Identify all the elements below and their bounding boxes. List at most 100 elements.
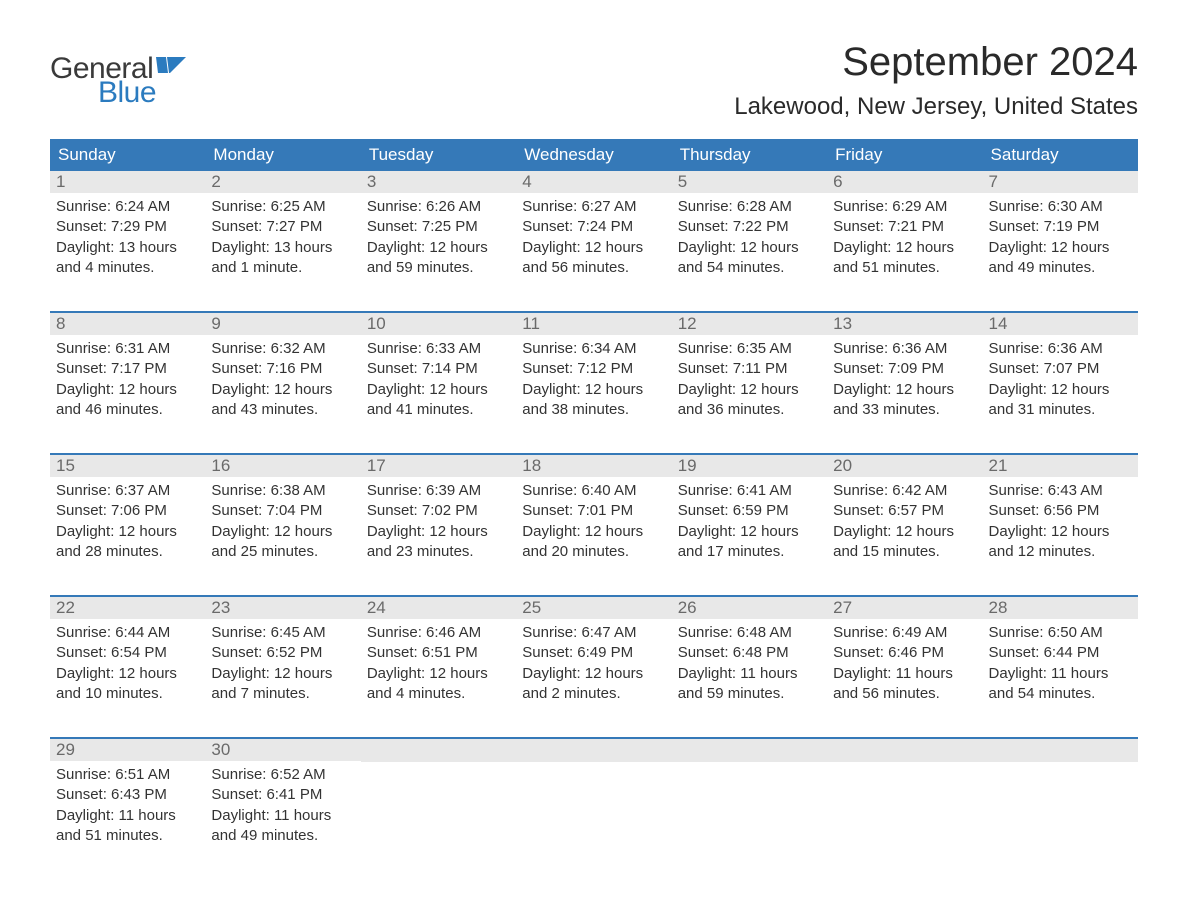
day-line-d1: Daylight: 13 hours xyxy=(211,238,354,258)
day-content: Sunrise: 6:52 AMSunset: 6:41 PMDaylight:… xyxy=(205,761,360,846)
day-content: Sunrise: 6:32 AMSunset: 7:16 PMDaylight:… xyxy=(205,335,360,420)
day-line-d1: Daylight: 12 hours xyxy=(989,380,1132,400)
day-cell: 17Sunrise: 6:39 AMSunset: 7:02 PMDayligh… xyxy=(361,455,516,577)
day-line-sr: Sunrise: 6:51 AM xyxy=(56,765,199,785)
day-cell xyxy=(827,739,982,861)
day-content: Sunrise: 6:40 AMSunset: 7:01 PMDaylight:… xyxy=(516,477,671,562)
day-line-d1: Daylight: 12 hours xyxy=(678,522,821,542)
day-content: Sunrise: 6:47 AMSunset: 6:49 PMDaylight:… xyxy=(516,619,671,704)
day-cell: 8Sunrise: 6:31 AMSunset: 7:17 PMDaylight… xyxy=(50,313,205,435)
day-content: Sunrise: 6:39 AMSunset: 7:02 PMDaylight:… xyxy=(361,477,516,562)
day-content: Sunrise: 6:34 AMSunset: 7:12 PMDaylight:… xyxy=(516,335,671,420)
day-line-sr: Sunrise: 6:43 AM xyxy=(989,481,1132,501)
day-cell: 5Sunrise: 6:28 AMSunset: 7:22 PMDaylight… xyxy=(672,171,827,293)
day-number xyxy=(516,739,671,762)
day-number: 27 xyxy=(827,597,982,619)
day-line-d1: Daylight: 12 hours xyxy=(211,380,354,400)
flag-icon xyxy=(156,57,188,84)
day-line-d2: and 4 minutes. xyxy=(56,258,199,278)
day-line-d1: Daylight: 12 hours xyxy=(56,380,199,400)
day-line-d2: and 54 minutes. xyxy=(989,684,1132,704)
day-cell: 25Sunrise: 6:47 AMSunset: 6:49 PMDayligh… xyxy=(516,597,671,719)
day-line-d1: Daylight: 11 hours xyxy=(833,664,976,684)
day-cell: 26Sunrise: 6:48 AMSunset: 6:48 PMDayligh… xyxy=(672,597,827,719)
day-line-sr: Sunrise: 6:42 AM xyxy=(833,481,976,501)
day-cell xyxy=(361,739,516,861)
day-line-d2: and 7 minutes. xyxy=(211,684,354,704)
day-content: Sunrise: 6:45 AMSunset: 6:52 PMDaylight:… xyxy=(205,619,360,704)
calendar: SundayMondayTuesdayWednesdayThursdayFrid… xyxy=(50,139,1138,861)
day-number: 18 xyxy=(516,455,671,477)
day-line-d1: Daylight: 12 hours xyxy=(211,664,354,684)
day-line-d1: Daylight: 11 hours xyxy=(678,664,821,684)
day-number: 16 xyxy=(205,455,360,477)
day-content: Sunrise: 6:48 AMSunset: 6:48 PMDaylight:… xyxy=(672,619,827,704)
day-line-sr: Sunrise: 6:35 AM xyxy=(678,339,821,359)
day-cell: 3Sunrise: 6:26 AMSunset: 7:25 PMDaylight… xyxy=(361,171,516,293)
day-line-ss: Sunset: 6:52 PM xyxy=(211,643,354,663)
day-line-d1: Daylight: 11 hours xyxy=(989,664,1132,684)
day-content: Sunrise: 6:33 AMSunset: 7:14 PMDaylight:… xyxy=(361,335,516,420)
day-line-d1: Daylight: 12 hours xyxy=(367,238,510,258)
day-number: 24 xyxy=(361,597,516,619)
day-number: 14 xyxy=(983,313,1138,335)
day-line-ss: Sunset: 7:11 PM xyxy=(678,359,821,379)
day-cell: 9Sunrise: 6:32 AMSunset: 7:16 PMDaylight… xyxy=(205,313,360,435)
day-number: 15 xyxy=(50,455,205,477)
day-content: Sunrise: 6:51 AMSunset: 6:43 PMDaylight:… xyxy=(50,761,205,846)
day-number: 6 xyxy=(827,171,982,193)
day-line-sr: Sunrise: 6:48 AM xyxy=(678,623,821,643)
day-line-d1: Daylight: 12 hours xyxy=(989,522,1132,542)
day-line-sr: Sunrise: 6:31 AM xyxy=(56,339,199,359)
day-content: Sunrise: 6:49 AMSunset: 6:46 PMDaylight:… xyxy=(827,619,982,704)
day-cell: 16Sunrise: 6:38 AMSunset: 7:04 PMDayligh… xyxy=(205,455,360,577)
day-cell: 18Sunrise: 6:40 AMSunset: 7:01 PMDayligh… xyxy=(516,455,671,577)
day-cell: 4Sunrise: 6:27 AMSunset: 7:24 PMDaylight… xyxy=(516,171,671,293)
day-line-ss: Sunset: 7:27 PM xyxy=(211,217,354,237)
day-cell: 15Sunrise: 6:37 AMSunset: 7:06 PMDayligh… xyxy=(50,455,205,577)
day-line-ss: Sunset: 7:21 PM xyxy=(833,217,976,237)
day-number: 9 xyxy=(205,313,360,335)
day-cell: 11Sunrise: 6:34 AMSunset: 7:12 PMDayligh… xyxy=(516,313,671,435)
day-cell: 24Sunrise: 6:46 AMSunset: 6:51 PMDayligh… xyxy=(361,597,516,719)
day-line-sr: Sunrise: 6:36 AM xyxy=(833,339,976,359)
day-line-ss: Sunset: 7:22 PM xyxy=(678,217,821,237)
day-line-d1: Daylight: 12 hours xyxy=(833,522,976,542)
day-line-d1: Daylight: 12 hours xyxy=(989,238,1132,258)
day-line-ss: Sunset: 6:46 PM xyxy=(833,643,976,663)
day-line-d2: and 54 minutes. xyxy=(678,258,821,278)
day-line-d2: and 1 minute. xyxy=(211,258,354,278)
day-line-d2: and 38 minutes. xyxy=(522,400,665,420)
day-line-d2: and 10 minutes. xyxy=(56,684,199,704)
day-line-d2: and 49 minutes. xyxy=(989,258,1132,278)
day-cell: 20Sunrise: 6:42 AMSunset: 6:57 PMDayligh… xyxy=(827,455,982,577)
day-number xyxy=(827,739,982,762)
day-cell: 14Sunrise: 6:36 AMSunset: 7:07 PMDayligh… xyxy=(983,313,1138,435)
day-line-d2: and 4 minutes. xyxy=(367,684,510,704)
week-row: 8Sunrise: 6:31 AMSunset: 7:17 PMDaylight… xyxy=(50,311,1138,435)
day-cell: 21Sunrise: 6:43 AMSunset: 6:56 PMDayligh… xyxy=(983,455,1138,577)
day-line-sr: Sunrise: 6:26 AM xyxy=(367,197,510,217)
day-line-d2: and 46 minutes. xyxy=(56,400,199,420)
day-line-sr: Sunrise: 6:32 AM xyxy=(211,339,354,359)
day-content: Sunrise: 6:28 AMSunset: 7:22 PMDaylight:… xyxy=(672,193,827,278)
day-line-d2: and 59 minutes. xyxy=(367,258,510,278)
day-line-ss: Sunset: 7:29 PM xyxy=(56,217,199,237)
day-line-ss: Sunset: 7:25 PM xyxy=(367,217,510,237)
day-line-ss: Sunset: 7:06 PM xyxy=(56,501,199,521)
day-cell: 19Sunrise: 6:41 AMSunset: 6:59 PMDayligh… xyxy=(672,455,827,577)
day-line-ss: Sunset: 6:41 PM xyxy=(211,785,354,805)
day-number: 23 xyxy=(205,597,360,619)
day-line-sr: Sunrise: 6:50 AM xyxy=(989,623,1132,643)
day-number: 2 xyxy=(205,171,360,193)
location: Lakewood, New Jersey, United States xyxy=(734,93,1138,121)
day-content: Sunrise: 6:43 AMSunset: 6:56 PMDaylight:… xyxy=(983,477,1138,562)
day-line-ss: Sunset: 7:07 PM xyxy=(989,359,1132,379)
day-line-sr: Sunrise: 6:40 AM xyxy=(522,481,665,501)
day-line-sr: Sunrise: 6:47 AM xyxy=(522,623,665,643)
day-number: 5 xyxy=(672,171,827,193)
week-row: 15Sunrise: 6:37 AMSunset: 7:06 PMDayligh… xyxy=(50,453,1138,577)
day-line-sr: Sunrise: 6:45 AM xyxy=(211,623,354,643)
day-number xyxy=(983,739,1138,762)
day-line-ss: Sunset: 7:16 PM xyxy=(211,359,354,379)
